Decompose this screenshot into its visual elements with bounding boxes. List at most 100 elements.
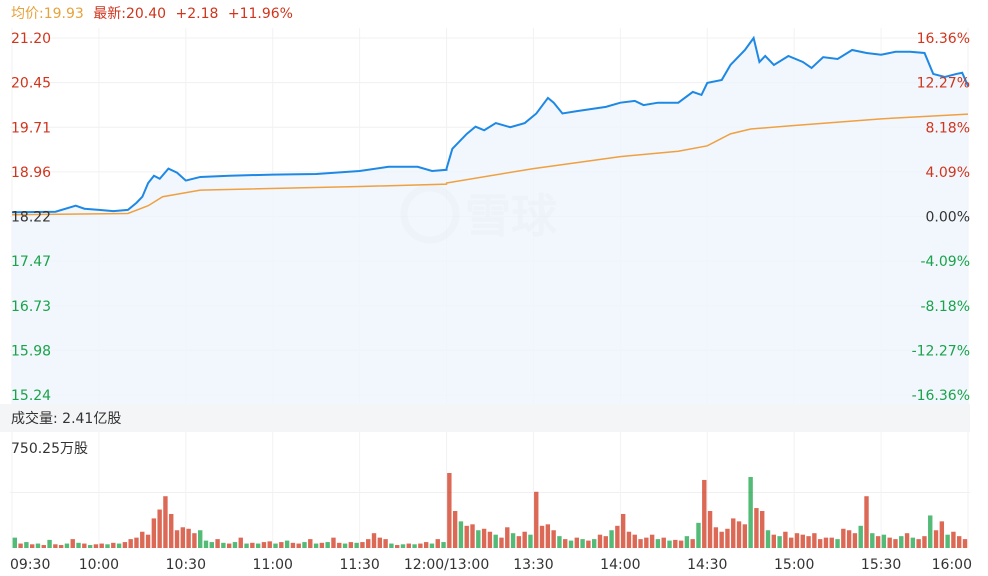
volume-bar: [493, 534, 498, 548]
volume-bar: [279, 542, 284, 548]
volume-bar: [261, 542, 267, 548]
volume-bar: [41, 545, 46, 548]
x-axis: 09:30 10:00 10:30 11:00 11:30 12:00/13:00 13:3…: [10, 557, 972, 573]
volume-bar: [887, 537, 892, 548]
volume-bar: [522, 531, 527, 548]
avg-price-line: [11, 113, 969, 216]
volume-bar: [725, 528, 730, 548]
volume-bar: [505, 527, 510, 548]
volume-bar: [655, 539, 661, 548]
volume-bar: [418, 543, 423, 548]
x-tick-label: 15:30: [861, 557, 901, 573]
volume-bar: [591, 539, 597, 548]
volume-bar: [870, 533, 875, 548]
volume-bar: [951, 531, 956, 548]
volume-bar: [151, 518, 157, 548]
volume-bar: [238, 537, 243, 548]
volume-bar: [551, 530, 556, 548]
x-tick-label: 10:00: [79, 557, 119, 573]
volume-bar: [180, 527, 186, 548]
volume-bar: [226, 543, 232, 548]
change-label: +2.18: [175, 6, 219, 22]
volume-bar: [499, 537, 504, 548]
y-tick-label: 18.22: [11, 210, 51, 226]
volume-bar: [192, 533, 197, 548]
volume-bar: [626, 531, 632, 548]
volume-bar: [794, 533, 800, 548]
volume-bar: [580, 539, 585, 548]
volume-bar: [603, 536, 608, 548]
volume-bar: [116, 543, 122, 548]
volume-bar: [939, 521, 945, 548]
y-tick-label-pct: 0.00%: [926, 210, 970, 226]
volume-bar: [516, 536, 522, 548]
total-volume-label: 成交量: 2.41亿股: [11, 411, 122, 427]
x-tick-label: 14:30: [687, 557, 727, 573]
y-tick-label-pct: -4.09%: [920, 254, 970, 270]
volume-bar: [198, 530, 203, 548]
volume-bar: [348, 542, 354, 548]
volume-bar: [337, 542, 342, 548]
volume-bar: [429, 543, 435, 548]
volume-bar: [58, 545, 64, 548]
y-tick-label: 18.96: [11, 165, 51, 181]
volume-bar: [771, 534, 776, 548]
volume-bar: [545, 524, 551, 548]
volume-bar: [169, 513, 174, 548]
volume-bar: [916, 539, 921, 548]
volume-bar: [458, 521, 464, 548]
volume-bar: [620, 513, 626, 548]
x-tick-label: 11:00: [253, 557, 293, 573]
y-tick-label-pct: -16.36%: [912, 388, 970, 404]
volume-bar: [534, 491, 539, 548]
volume-bar: [945, 534, 950, 548]
volume-bars: [12, 472, 968, 548]
volume-bar: [273, 543, 278, 548]
volume-bar: [366, 539, 371, 548]
volume-bar: [441, 542, 446, 548]
y-tick-label: 20.45: [11, 76, 51, 92]
x-tick-label: 11:30: [339, 557, 379, 573]
volume-bar: [661, 537, 666, 548]
volume-bar: [447, 472, 452, 548]
volume-bar: [377, 537, 383, 548]
volume-bar: [800, 534, 805, 548]
volume-header-bar: [0, 404, 970, 432]
volume-bar: [435, 539, 440, 548]
avg-price-label: 均价:19.93: [11, 6, 84, 22]
volume-bar: [400, 544, 406, 548]
volume-bar: [563, 539, 568, 548]
y-tick-label: 15.24: [11, 388, 51, 404]
volume-bar: [255, 543, 261, 548]
volume-bar: [470, 524, 475, 548]
volume-bar: [690, 539, 695, 548]
volume-bar: [12, 537, 17, 548]
volume-bar: [145, 534, 151, 548]
volume-bar: [742, 524, 748, 548]
volume-bar: [82, 543, 87, 548]
volume-bar: [586, 540, 591, 548]
volume-bar: [134, 537, 139, 548]
y-tick-label: 19.71: [11, 120, 51, 136]
volume-bar: [731, 518, 736, 548]
volume-bar: [667, 540, 672, 548]
price-area-fill: [12, 38, 968, 404]
volume-bar: [325, 542, 330, 548]
volume-bar: [105, 544, 110, 548]
volume-max-label: 750.25万股: [11, 441, 88, 457]
volume-bar: [823, 537, 829, 548]
volume-bar: [673, 539, 678, 548]
volume-bar: [904, 533, 910, 548]
volume-bar: [649, 534, 655, 548]
volume-bar: [574, 537, 580, 548]
volume-bar: [754, 508, 759, 548]
x-tick-label: 13:30: [513, 557, 553, 573]
volume-bar: [899, 536, 904, 548]
volume-bar: [852, 533, 858, 548]
volume-bar: [464, 525, 469, 548]
volume-bar: [313, 543, 319, 548]
volume-bar: [719, 531, 724, 548]
volume-bar: [528, 534, 533, 548]
y-tick-label-pct: 12.27%: [917, 76, 970, 92]
volume-bar: [18, 543, 23, 548]
